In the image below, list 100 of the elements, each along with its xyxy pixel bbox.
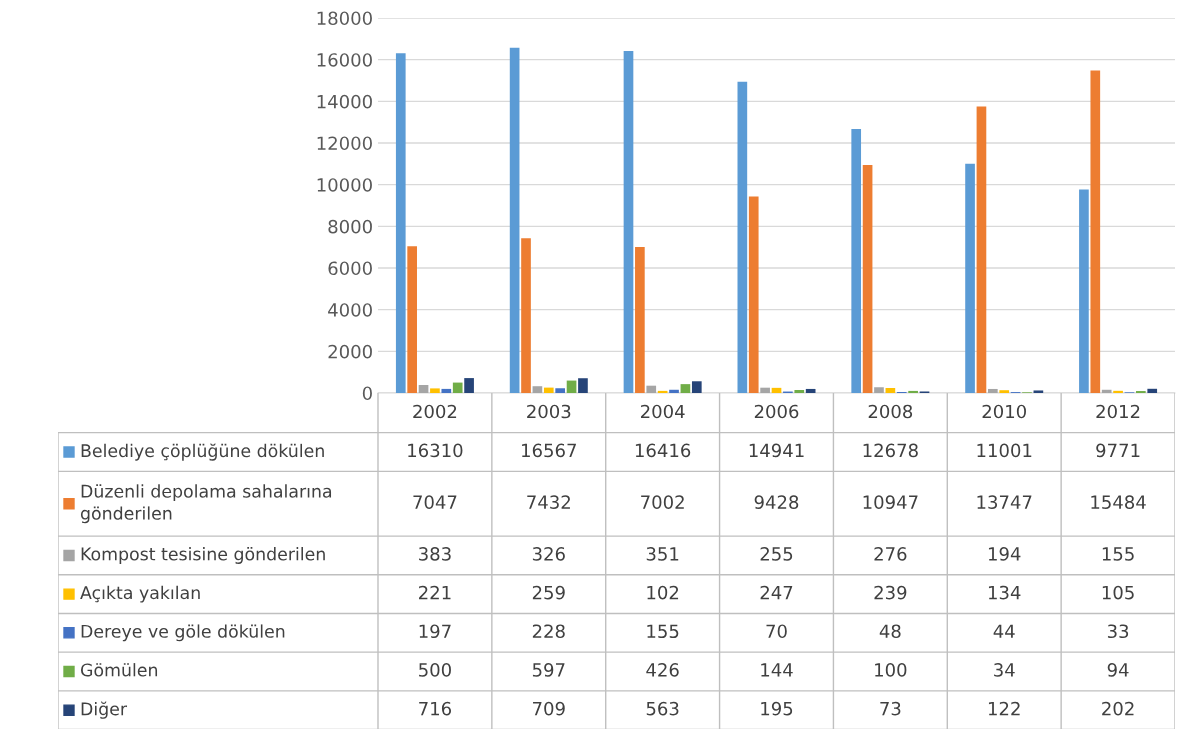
bar	[555, 388, 566, 393]
bar	[760, 387, 770, 393]
data-label: 326	[532, 547, 565, 561]
data-label: 383	[419, 547, 451, 561]
data-label: 9771	[1096, 443, 1140, 458]
legend-label: Düzenli depolama sahalarına gönderilen	[80, 484, 332, 524]
data-label: 155	[647, 624, 679, 639]
bar	[1101, 389, 1112, 393]
data-label: 563	[646, 701, 679, 716]
bar	[1090, 70, 1101, 393]
bar	[441, 388, 452, 393]
data-label: 228	[532, 624, 565, 639]
y-tick-label: 16000	[317, 53, 372, 67]
bar	[395, 53, 406, 393]
data-label: 94	[1107, 663, 1129, 677]
data-label: 12678	[863, 443, 918, 458]
data-label: 351	[646, 547, 679, 561]
bar	[987, 388, 998, 393]
bar	[543, 387, 554, 393]
data-label: 134	[988, 585, 1021, 600]
x-tick-label: 2006	[754, 404, 799, 419]
y-tick-label: 18000	[317, 11, 372, 26]
data-label: 15484	[1091, 495, 1146, 509]
bar	[680, 384, 691, 393]
bar	[1033, 390, 1044, 393]
legend-label: Kompost tesisine gönderilen	[81, 547, 325, 564]
data-label: 195	[761, 701, 793, 716]
x-tick-label: 2004	[640, 404, 685, 419]
data-label: 276	[874, 547, 907, 561]
y-tick-label: 6000	[328, 261, 372, 276]
bar	[851, 128, 862, 393]
data-label: 102	[647, 585, 679, 600]
bar	[976, 106, 987, 393]
data-label: 100	[875, 663, 907, 677]
data-label: 255	[760, 547, 793, 561]
y-tick-label: 4000	[328, 303, 372, 317]
data-label: 202	[1102, 701, 1134, 716]
data-label: 197	[419, 624, 451, 639]
legend-label: Diğer	[81, 701, 128, 719]
data-label: 194	[988, 547, 1021, 561]
bar	[669, 389, 679, 393]
data-label: 7432	[527, 495, 570, 509]
bar	[1147, 388, 1158, 393]
legend-label: Açıkta yakılan	[80, 585, 200, 603]
data-label: 10947	[863, 495, 918, 509]
bar	[794, 390, 805, 393]
y-tick-label: 14000	[317, 94, 372, 109]
x-tick-label: 2010	[982, 404, 1026, 419]
data-label: 33	[1107, 624, 1129, 639]
data-label: 16310	[408, 443, 463, 458]
data-label: 48	[879, 624, 901, 639]
bar	[771, 387, 782, 393]
data-label: 105	[1102, 585, 1134, 600]
bar	[965, 163, 975, 393]
data-label: 716	[419, 701, 452, 716]
bar	[885, 388, 896, 393]
data-label: 239	[874, 585, 907, 600]
y-tick-label: 2000	[328, 344, 372, 359]
bar	[646, 385, 657, 393]
bar	[521, 238, 531, 393]
bar	[407, 246, 417, 393]
legend-label: Belediye çöplüğüne dökülen	[81, 443, 324, 461]
bar	[737, 81, 748, 393]
bar	[464, 378, 474, 393]
y-tick-label: 0	[362, 386, 372, 401]
bar	[1113, 390, 1123, 393]
bar	[418, 385, 429, 393]
data-label: 155	[1102, 547, 1134, 561]
x-tick-label: 2003	[527, 404, 571, 419]
x-tick-label: 2002	[413, 404, 457, 419]
bar	[566, 380, 577, 393]
bar	[874, 387, 884, 393]
legend-label: Gömülen	[80, 663, 158, 677]
y-tick-label: 12000	[317, 136, 372, 151]
bar	[748, 196, 759, 393]
x-tick-label: 2008	[868, 404, 913, 419]
y-tick-label: 10000	[317, 178, 372, 192]
data-label: 144	[761, 663, 793, 677]
bar	[691, 381, 702, 393]
y-tick-label: 8000	[328, 219, 372, 234]
data-label: 16567	[522, 443, 576, 458]
bar	[805, 388, 816, 393]
data-label: 597	[532, 663, 565, 677]
x-tick-label: 2012	[1096, 404, 1140, 419]
bar	[623, 51, 634, 393]
data-label: 259	[532, 585, 565, 600]
data-label: 14941	[749, 443, 804, 458]
data-label: 34	[994, 663, 1015, 677]
data-label: 221	[419, 585, 451, 600]
data-label: 13747	[977, 495, 1032, 509]
data-label: 500	[419, 663, 451, 677]
bar	[509, 47, 520, 393]
data-label: 73	[880, 701, 901, 716]
bar	[532, 386, 543, 393]
bar	[578, 378, 588, 393]
data-label: 44	[993, 624, 1015, 638]
bar	[862, 164, 873, 393]
data-label: 122	[988, 701, 1020, 716]
legend-label: Dereye ve göle dökülen	[81, 624, 285, 642]
bar	[999, 390, 1010, 393]
